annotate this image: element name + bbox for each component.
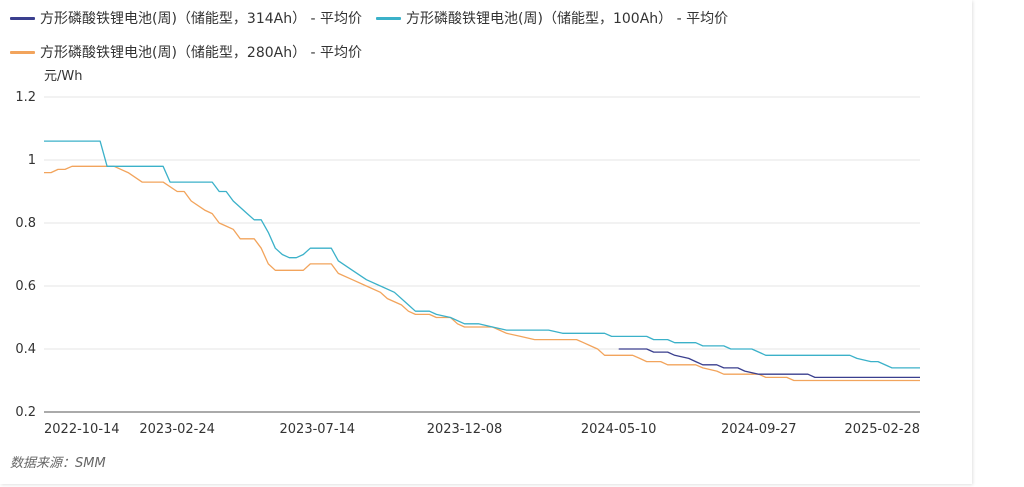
source-note: 数据来源：SMM	[10, 456, 106, 471]
legend-label-100ah: 方形磷酸铁锂电池(周)（储能型，100Ah） - 平均价	[406, 11, 729, 27]
y-tick-label: 0.4	[15, 342, 36, 357]
y-tick-label: 1.2	[15, 90, 36, 105]
legend-row-2: 方形磷酸铁锂电池(周)（储能型，280Ah） - 平均价	[10, 40, 960, 64]
legend-swatch-280ah	[10, 50, 35, 54]
x-tick-label: 2023-02-24	[139, 422, 215, 437]
legend: 方形磷酸铁锂电池(周)（储能型，314Ah） - 平均价 方形磷酸铁锂电池(周)…	[10, 6, 960, 74]
series-line-280ah	[44, 165, 920, 382]
legend-item-280ah[interactable]: 方形磷酸铁锂电池(周)（储能型，280Ah） - 平均价	[10, 42, 362, 62]
y-axis-ticks: 1.2 1 0.8 0.6 0.4 0.2	[15, 90, 36, 420]
x-axis-ticks: 2022-10-14 2023-02-24 2023-07-14 2023-12-08…	[44, 422, 920, 437]
x-tick-label: 2024-05-10	[581, 422, 657, 437]
series-lines	[44, 140, 920, 382]
legend-item-314ah[interactable]: 方形磷酸铁锂电池(周)（储能型，314Ah） - 平均价	[10, 8, 362, 28]
legend-swatch-100ah	[376, 16, 402, 20]
legend-label-280ah: 方形磷酸铁锂电池(周)（储能型，280Ah） - 平均价	[40, 45, 363, 61]
series-line-314ah	[618, 348, 920, 379]
y-tick-label: 0.2	[15, 405, 36, 420]
x-tick-label: 2022-10-14	[44, 422, 120, 437]
x-tick-label: 2023-07-14	[280, 422, 356, 437]
x-tick-label: 2025-02-28	[844, 422, 920, 437]
legend-label-314ah: 方形磷酸铁锂电池(周)（储能型，314Ah） - 平均价	[40, 11, 363, 27]
y-tick-label: 1	[28, 153, 36, 168]
series-line-100ah	[44, 140, 920, 369]
x-tick-label: 2024-09-27	[721, 422, 797, 437]
legend-item-100ah[interactable]: 方形磷酸铁锂电池(周)（储能型，100Ah） - 平均价	[376, 8, 728, 28]
y-axis-unit-label: 元/Wh	[44, 69, 82, 84]
line-chart: 元/Wh 1.2 1 0.8 0.6 0.4 0.2 2022-10-14 2023-02-…	[15, 69, 920, 437]
legend-swatch-314ah	[10, 16, 35, 20]
legend-row-1: 方形磷酸铁锂电池(周)（储能型，314Ah） - 平均价 方形磷酸铁锂电池(周)…	[10, 6, 960, 30]
y-tick-label: 0.6	[15, 279, 36, 294]
y-tick-label: 0.8	[15, 216, 36, 231]
chart-card: 方形磷酸铁锂电池(周)（储能型，314Ah） - 平均价 方形磷酸铁锂电池(周)…	[10, 6, 960, 471]
x-tick-label: 2023-12-08	[427, 422, 503, 437]
grid	[44, 96, 920, 350]
